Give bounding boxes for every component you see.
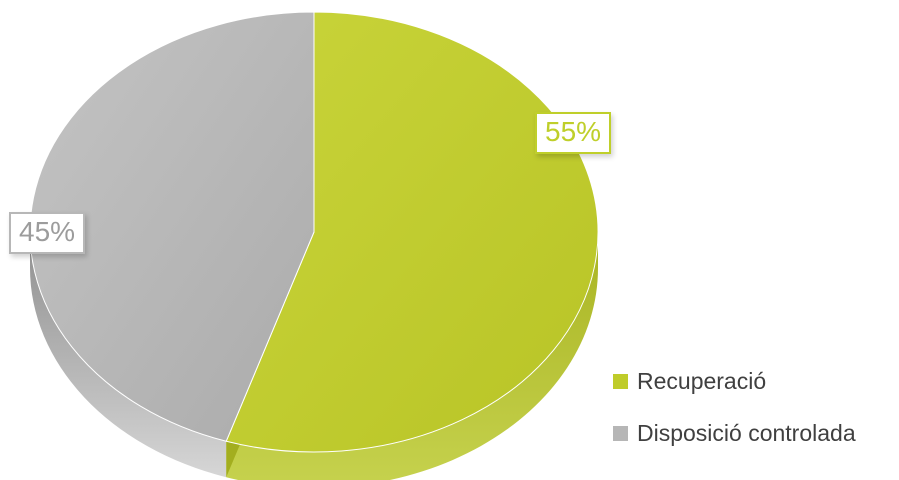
legend-label-disposicio-controlada: Disposició controlada	[637, 419, 856, 446]
pie-slice-recuperacio	[225, 11, 599, 453]
legend-swatch-disposicio-controlada	[613, 425, 628, 441]
legend-item-recuperacio: Recuperació	[613, 366, 856, 396]
data-label-recuperacio: 55%	[535, 112, 612, 154]
legend-swatch-recuperacio	[613, 373, 628, 389]
pie-slice-disposicio-controlada	[29, 11, 315, 442]
legend-label-recuperacio: Recuperació	[637, 367, 767, 394]
pie-side-recuperacio	[226, 232, 598, 480]
pie-side-disposicio-controlada	[30, 232, 227, 478]
data-label-disposicio-controlada: 45%	[9, 212, 86, 254]
legend: Recuperació Disposició controlada	[613, 366, 856, 470]
legend-item-disposicio-controlada: Disposició controlada	[613, 418, 856, 448]
